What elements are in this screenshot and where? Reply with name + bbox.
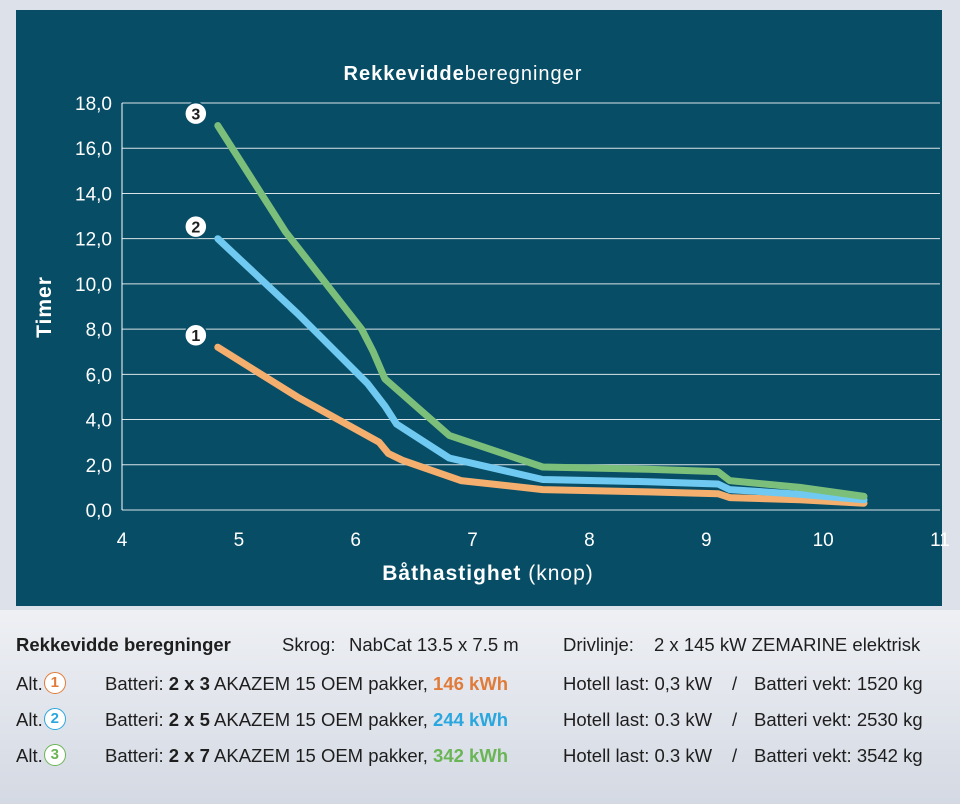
y-tick-label: 2,0	[86, 456, 112, 477]
hotel-load: Hotell last: 0.3 kW	[563, 745, 713, 766]
series-marker-label: 2	[191, 220, 200, 237]
separator: /	[732, 745, 738, 766]
x-axis-label-rest: (knop)	[528, 562, 594, 585]
alt-number-badge: 2	[43, 708, 66, 731]
y-tick-label: 8,0	[86, 320, 112, 341]
x-tick-label: 5	[234, 530, 245, 551]
x-axis-label-bold: Båthastighet	[382, 562, 521, 585]
series-marker-alt-2	[184, 214, 208, 239]
x-tick-label: 10	[813, 530, 834, 551]
hull-label: Skrog:	[282, 634, 336, 655]
x-tick-label: 7	[467, 530, 478, 551]
y-tick-label: 18,0	[75, 94, 112, 115]
battery-description: Batteri: 2 x 3 AKAZEM 15 OEM pakker, 146…	[105, 673, 509, 694]
x-tick-labels: 4 5 6 7 8 9 10 11	[117, 530, 950, 551]
range-chart: 0,0 2,0 4,0 6,0 8,0 10,0 12,0 14,0 16,0 18,0 4 5 6 7…	[16, 10, 950, 606]
y-axis-label: Timer	[33, 276, 56, 338]
battery-config: 2 x 7	[168, 745, 210, 766]
battery-capacity: 244 kWh	[433, 709, 509, 730]
alt-number-badge: 1	[43, 672, 66, 695]
chart-title: Rekkeviddeberegninger	[344, 63, 583, 85]
series-line-alt-3	[214, 122, 868, 500]
hotel-load: Hotell last: 0.3 kW	[563, 709, 713, 730]
separator: /	[732, 709, 738, 730]
battery-weight: Batteri vekt: 3542 kg	[754, 745, 923, 766]
chart-panel	[16, 10, 942, 606]
alt-number-badge: 3	[43, 744, 66, 767]
x-tick-label: 6	[350, 530, 361, 551]
series-marker-alt-3	[184, 101, 208, 126]
series-marker-alt-1	[184, 323, 208, 347]
battery-config: 2 x 5	[168, 709, 210, 730]
battery-config: 2 x 3	[168, 673, 210, 694]
y-tick-label: 12,0	[75, 230, 112, 251]
legend-title: Rekkevidde beregninger	[16, 634, 231, 655]
battery-capacity: 342 kWh	[433, 745, 509, 766]
battery-description: Batteri: 2 x 7 AKAZEM 15 OEM pakker, 342…	[105, 745, 509, 766]
y-tick-label: 10,0	[75, 275, 112, 296]
y-tick-label: 14,0	[75, 184, 112, 205]
battery-weight: Batteri vekt: 1520 kg	[754, 673, 923, 694]
battery-weight: Batteri vekt: 2530 kg	[754, 709, 923, 730]
y-tick-label: 16,0	[75, 139, 112, 160]
drive-value: 2 x 145 kW ZEMARINE elektrisk	[654, 634, 921, 655]
y-tick-label: 0,0	[86, 501, 112, 522]
x-tick-label: 9	[701, 530, 712, 551]
alt-label: Alt. 1	[16, 669, 66, 699]
chart-title-bold: Rekkevidde	[344, 63, 465, 85]
series-marker-label: 3	[191, 107, 200, 124]
series-lines	[214, 122, 868, 507]
battery-capacity: 146 kWh	[433, 673, 509, 694]
x-axis-label: Båthastighet (knop)	[382, 562, 594, 585]
y-tick-label: 4,0	[86, 411, 112, 432]
y-tick-labels: 0,0 2,0 4,0 6,0 8,0 10,0 12,0 14,0 16,0 18,0	[75, 94, 112, 522]
y-tick-label: 6,0	[86, 365, 112, 386]
drive-label: Drivlinje:	[563, 634, 634, 655]
alt-label: Alt. 3	[16, 741, 66, 771]
x-tick-label: 4	[117, 530, 128, 551]
x-tick-label: 8	[584, 530, 595, 551]
chart-title-rest: beregninger	[465, 63, 583, 85]
separator: /	[732, 673, 738, 694]
x-tick-label: 11	[930, 530, 950, 551]
series-marker-label: 1	[191, 328, 200, 345]
grid-lines	[121, 102, 940, 511]
legend-panel: Rekkevidde beregninger Skrog: NabCat 13.…	[0, 610, 960, 804]
series-line-alt-1	[214, 343, 868, 507]
series-line-alt-2	[214, 235, 868, 504]
series-markers: 1 2 3	[184, 101, 208, 347]
alt-label: Alt. 2	[16, 705, 66, 735]
battery-description: Batteri: 2 x 5 AKAZEM 15 OEM pakker, 244…	[105, 709, 509, 730]
hotel-load: Hotell last: 0,3 kW	[563, 673, 713, 694]
hull-value: NabCat 13.5 x 7.5 m	[349, 634, 519, 655]
